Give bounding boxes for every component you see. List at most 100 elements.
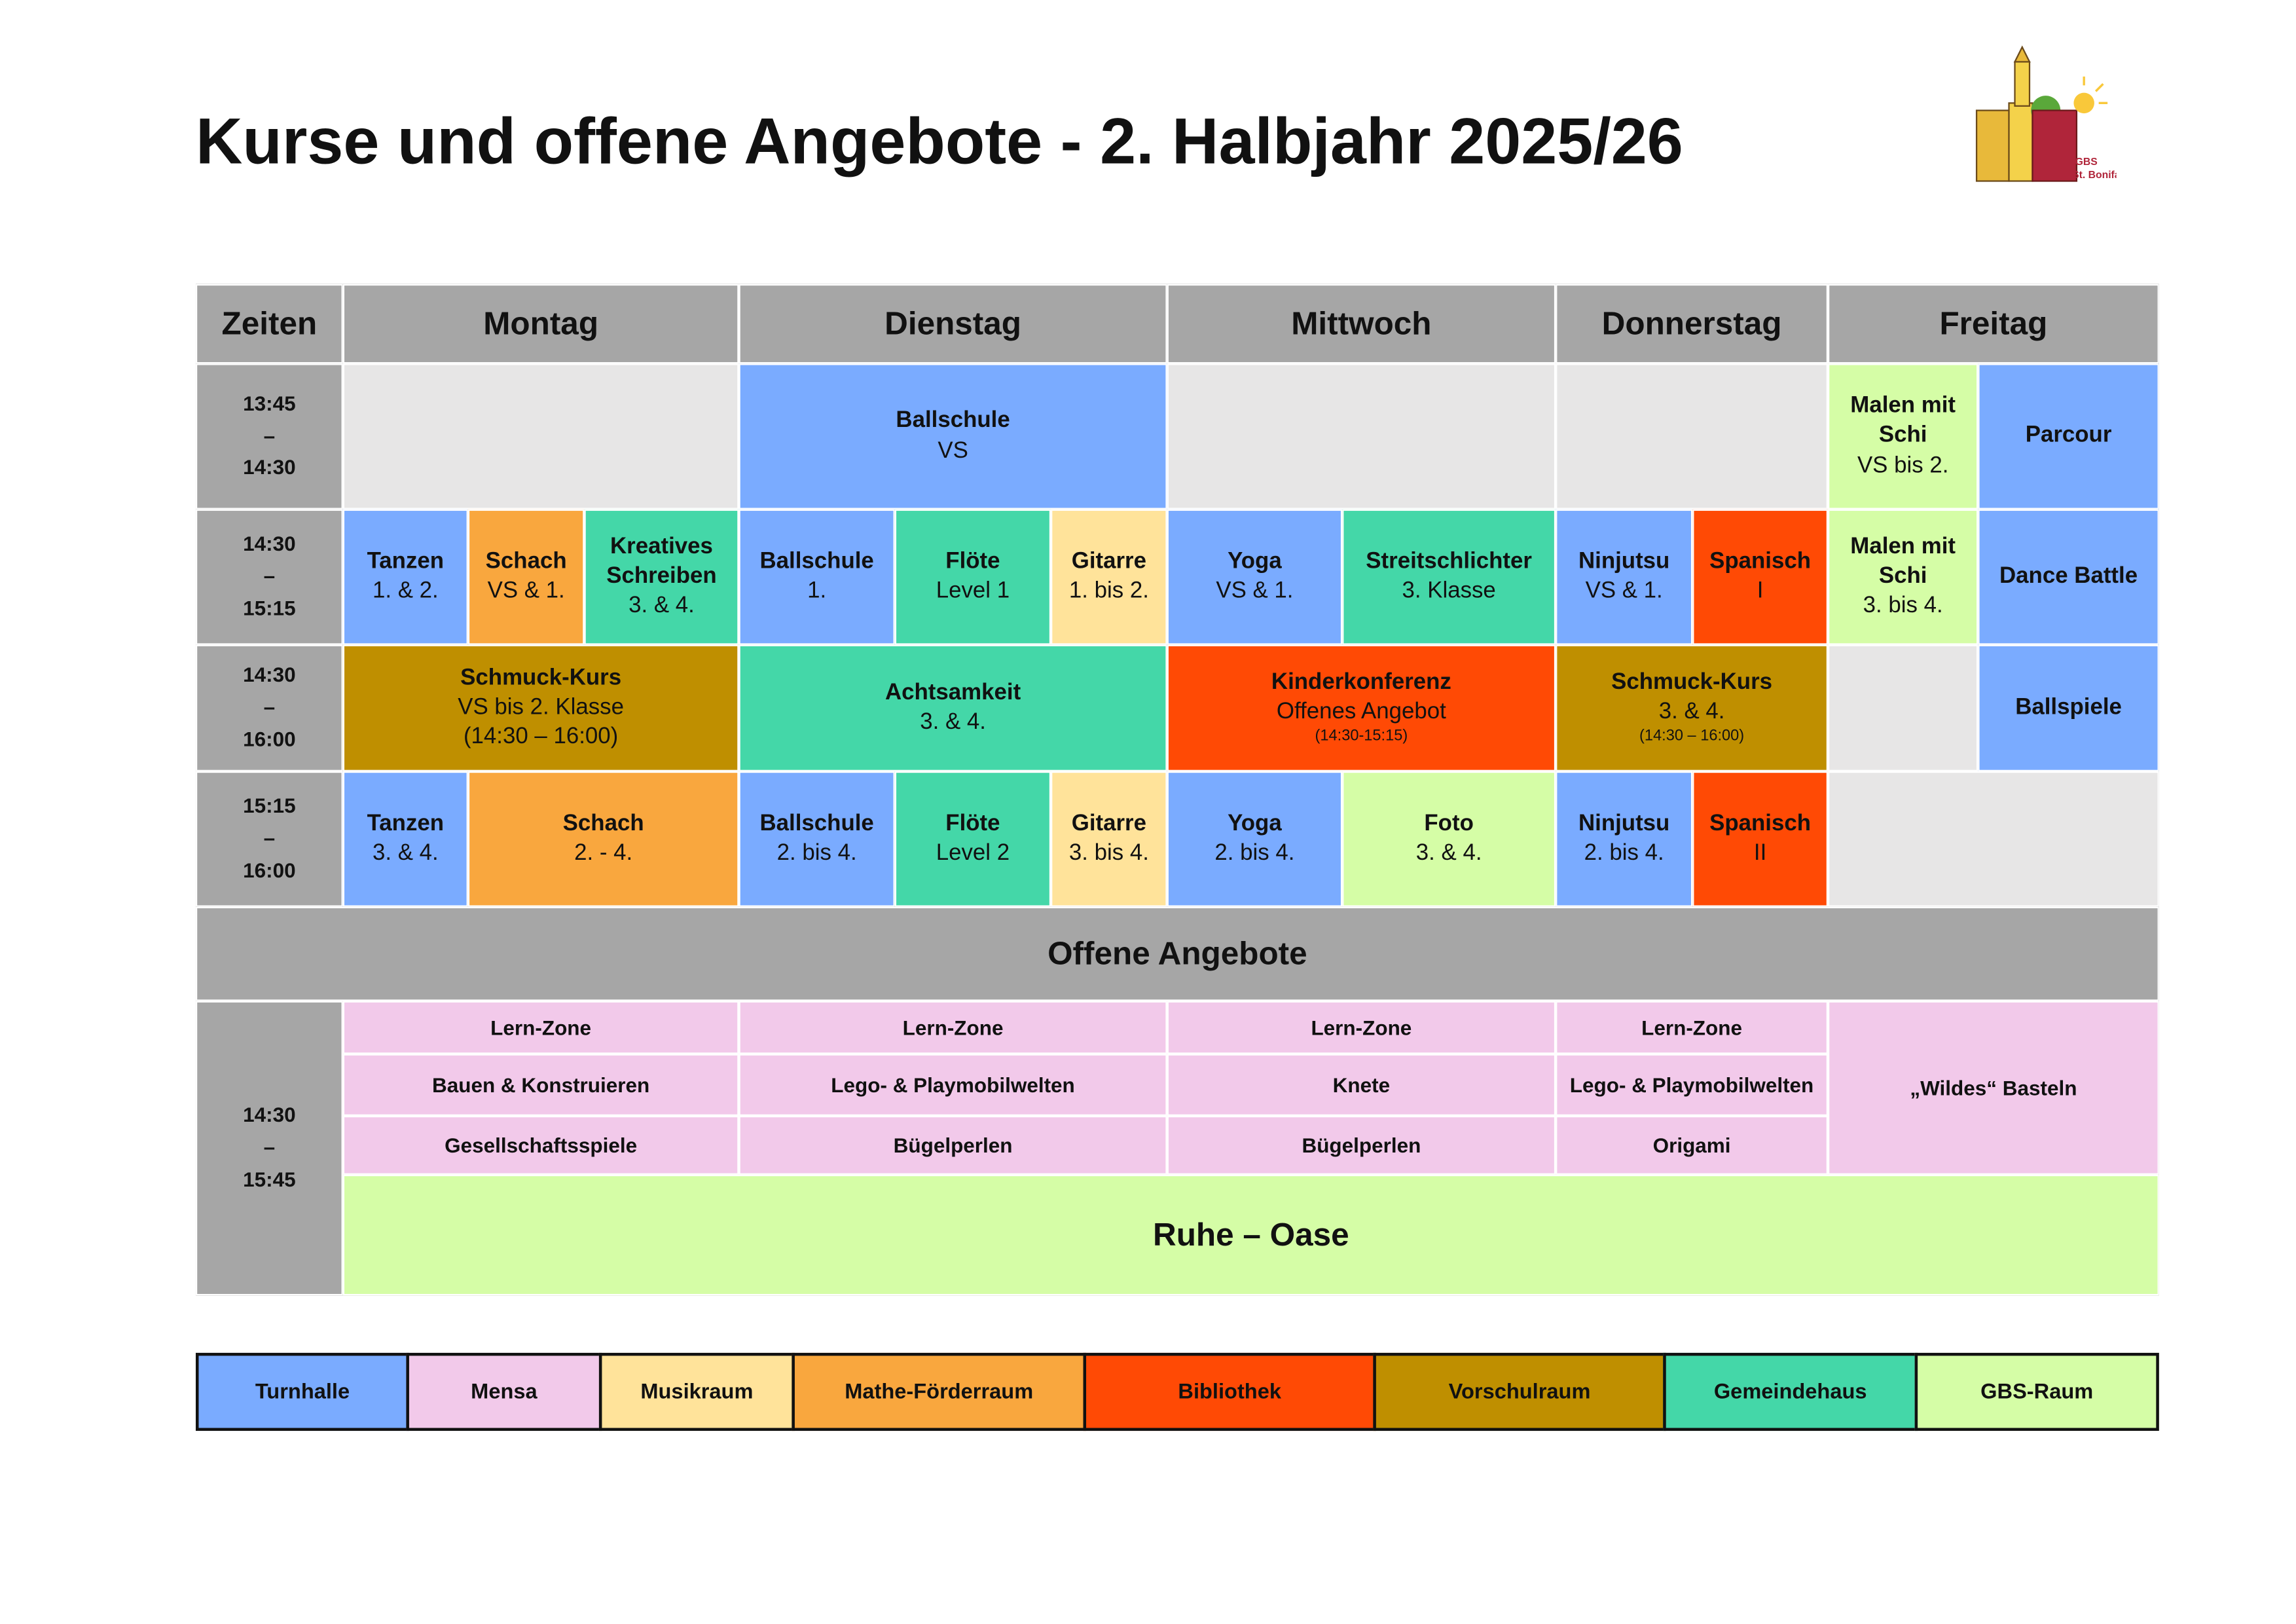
course-cell: Gitarre 3. bis 4. [1051,771,1167,907]
course-cell: Achtsamkeit 3. & 4. [738,644,1167,771]
course-name: Ballschule [759,811,874,836]
course-cell: Ballschule VS [738,363,1167,509]
course-name: Malen mit Schi [1850,393,1956,449]
course-name: Kinderkonferenz [1271,669,1451,695]
course-name: Schmuck-Kurs [460,665,622,690]
course-cell: Schmuck-Kurs 3. & 4. (14:30 – 16:00) [1556,644,1829,771]
header-text: Montag [483,304,599,341]
rest-zone: Ruhe – Oase [342,1174,2159,1296]
time-cell: 13:45 – 14:30 [195,363,343,509]
open-offer-text: Lern-Zone [490,1015,592,1039]
course-detail: Level 1 [936,578,1010,604]
open-offer: Lern-Zone [342,1001,739,1054]
course-detail: VS bis 2. [1857,452,1949,478]
time-text: 16:00 [243,858,296,882]
course-name: Ballschule [896,408,1010,434]
course-detail: I [1757,578,1764,604]
legend-item: Vorschulraum [1373,1352,1666,1431]
course-detail: 3. & 4. [372,840,439,866]
open-offer-text: Lego- & Playmobilwelten [831,1072,1075,1096]
course-detail: 1. bis 2. [1068,578,1149,604]
course-cell: Kinderkonferenz Offenes Angebot (14:30-15:… [1167,644,1556,771]
column-header: Dienstag [738,284,1167,364]
course-name: Schach [485,549,567,574]
course-detail: VS & 1. [1216,578,1294,604]
empty-cell [1167,363,1556,509]
header-text: Dienstag [884,304,1022,341]
course-name: Schach [562,811,644,836]
course-detail: 3. & 4. [1658,699,1725,725]
course-detail: II [1753,840,1767,866]
time-text: 15:45 [243,1167,296,1191]
time-cell: 14:30 – 15:45 [195,1001,343,1296]
open-offer-text: Gesellschaftsspiele [445,1133,638,1157]
course-cell: Ninjutsu 2. bis 4. [1556,771,1693,907]
course-name: Spanisch [1709,811,1812,836]
open-offer-text: Lern-Zone [1641,1015,1742,1039]
course-name: Tanzen [367,811,445,836]
time-text: – [263,826,276,850]
time-text: – [263,695,276,719]
course-detail: 2. bis 4. [776,840,857,866]
course-name: Yoga [1228,811,1282,836]
legend-item: Mensa [406,1352,602,1431]
open-offer: „Wildes“ Basteln [1828,1001,2159,1175]
course-name: Ballspiele [2015,694,2122,720]
open-offer: Lern-Zone [1167,1001,1556,1054]
time-text: 13:45 [243,391,296,415]
course-name: Foto [1424,811,1474,836]
course-name: Ninjutsu [1578,549,1670,574]
course-note: (14:30 – 16:00) [1639,728,1745,746]
course-detail: 3. & 4. [629,593,695,619]
course-name: Flöte [945,549,1000,574]
course-cell: Schach VS & 1. [467,509,585,645]
empty-cell [1828,644,1978,771]
course-cell: Parcour [1978,363,2159,509]
section-title: Offene Angebote [1048,934,1307,972]
course-name: Spanisch [1709,549,1812,574]
course-detail: VS bis 2. Klasse [458,694,624,720]
course-name: Tanzen [367,549,445,574]
time-cell: 14:30 – 15:15 [195,509,343,645]
open-offer: Bügelperlen [738,1115,1167,1175]
legend-item: Mathe-Förderraum [792,1352,1087,1431]
course-detail: 3. & 4. [1415,840,1482,866]
open-offer-text: Lern-Zone [902,1015,1004,1039]
time-text: 15:15 [243,794,296,818]
legend-item: Musikraum [598,1352,795,1431]
column-header: Freitag [1828,284,2159,364]
logo: GBS St. Bonifatius [1975,45,2117,182]
open-offer-text: Bügelperlen [1302,1133,1421,1157]
course-cell: Kreatives Schreiben 3. & 4. [584,509,739,645]
course-cell: Malen mit Schi 3. bis 4. [1828,509,1978,645]
time-text: 14:30 [243,1103,296,1127]
time-text: – [263,1135,276,1159]
course-detail: 2. - 4. [574,840,633,866]
time-text: 14:30 [243,532,296,556]
open-offer-text: Lern-Zone [1311,1015,1412,1039]
course-name: Schmuck-Kurs [1611,669,1773,695]
course-cell: Flöte Level 1 [894,509,1051,645]
course-detail: 1. [807,578,827,604]
open-offer-text: Bauen & Konstruieren [431,1072,650,1096]
course-detail: 3. bis 4. [1068,840,1149,866]
time-cell: 14:30 – 16:00 [195,644,343,771]
legend-item: Turnhalle [195,1352,409,1431]
empty-cell [1556,363,1829,509]
course-cell: Spanisch II [1692,771,1829,907]
course-cell: Flöte Level 2 [894,771,1051,907]
course-cell: Ballspiele [1978,644,2159,771]
course-name: Kreatives Schreiben [606,534,717,589]
course-cell: Malen mit Schi VS bis 2. [1828,363,1978,509]
open-offer-text: „Wildes“ Basteln [1910,1075,2077,1099]
course-detail: VS & 1. [1585,578,1663,604]
course-name: Ballschule [759,549,874,574]
column-header: Mittwoch [1167,284,1556,364]
title: Kurse und offene Angebote - 2. Halbjahr … [195,105,1683,179]
course-detail: VS & 1. [487,578,565,604]
time-text: 14:30 [243,663,296,687]
course-cell: Ballschule 2. bis 4. [738,771,895,907]
course-name: Flöte [945,811,1000,836]
